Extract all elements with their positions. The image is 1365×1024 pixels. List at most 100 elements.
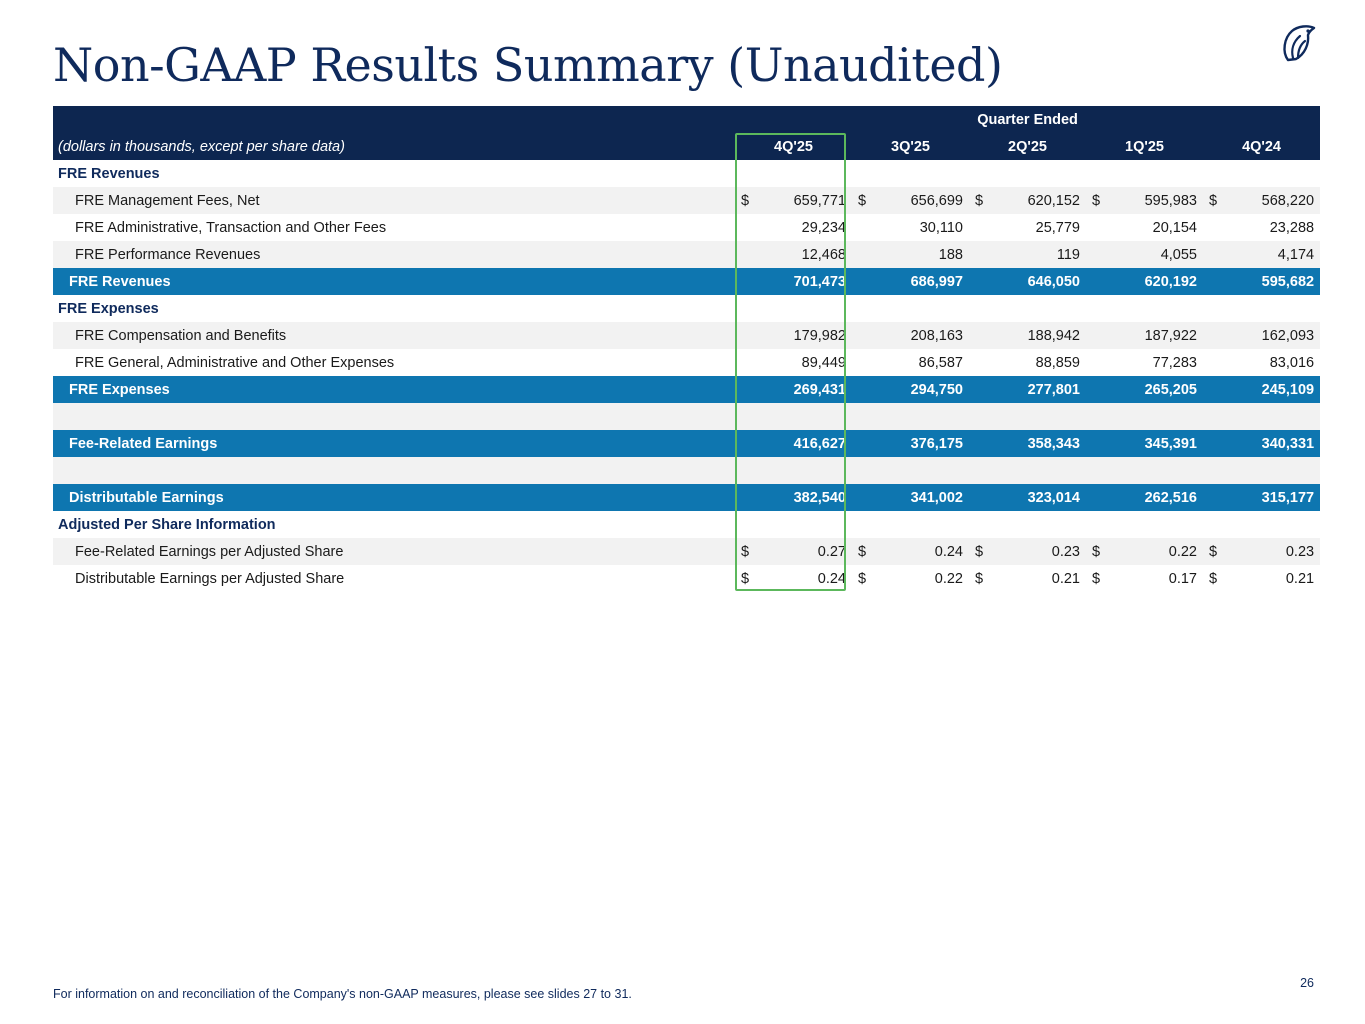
row-label: Adjusted Per Share Information: [53, 511, 735, 538]
column-header: 1Q'25: [1086, 133, 1203, 160]
column-header: 4Q'25: [735, 133, 852, 160]
currency-symbol: $: [1203, 187, 1223, 214]
cell-value: 0.21: [1223, 565, 1321, 592]
currency-symbol: $: [1086, 565, 1106, 592]
currency-symbol: [1086, 295, 1106, 322]
currency-symbol: [1086, 511, 1106, 538]
cell-value: 23,288: [1223, 214, 1321, 241]
cell-value: 86,587: [872, 349, 969, 376]
currency-symbol: $: [1203, 565, 1223, 592]
currency-symbol: [852, 457, 872, 484]
table-row: FRE General, Administrative and Other Ex…: [53, 349, 1321, 376]
currency-symbol: [735, 511, 755, 538]
currency-symbol: [969, 295, 989, 322]
cell-value: [1223, 160, 1321, 187]
table-row: Fee-Related Earnings per Adjusted Share $…: [53, 538, 1321, 565]
currency-symbol: $: [852, 565, 872, 592]
cell-value: 77,283: [1106, 349, 1203, 376]
currency-symbol: $: [852, 187, 872, 214]
cell-value: [989, 160, 1086, 187]
cell-value: 0.21: [989, 565, 1086, 592]
bird-logo-icon: [1283, 25, 1316, 62]
page-number: 26: [1300, 976, 1314, 990]
header-row-group: Quarter Ended: [53, 106, 1321, 133]
table-row: FRE Administrative, Transaction and Othe…: [53, 214, 1321, 241]
cell-value: 83,016: [1223, 349, 1321, 376]
currency-symbol: [1203, 268, 1223, 295]
row-label: Fee-Related Earnings: [53, 430, 735, 457]
section-header-row: FRE Revenues: [53, 160, 1321, 187]
cell-value: 0.24: [872, 538, 969, 565]
cell-value: 4,055: [1106, 241, 1203, 268]
spacer-row: [53, 457, 1321, 484]
cell-value: 20,154: [1106, 214, 1203, 241]
cell-value: [755, 295, 852, 322]
cell-value: [1106, 511, 1203, 538]
row-label: FRE Expenses: [53, 295, 735, 322]
currency-symbol: [1203, 295, 1223, 322]
currency-symbol: [969, 214, 989, 241]
currency-symbol: [969, 268, 989, 295]
cell-value: 686,997: [872, 268, 969, 295]
currency-symbol: [969, 484, 989, 511]
row-label: FRE General, Administrative and Other Ex…: [53, 349, 735, 376]
currency-symbol: [1086, 349, 1106, 376]
currency-symbol: [969, 241, 989, 268]
currency-symbol: [969, 403, 989, 430]
cell-value: 620,152: [989, 187, 1086, 214]
table-row: FRE Compensation and Benefits 179,982 208,…: [53, 322, 1321, 349]
cell-value: 4,174: [1223, 241, 1321, 268]
currency-symbol: [852, 376, 872, 403]
currency-symbol: [969, 511, 989, 538]
cell-value: 620,192: [1106, 268, 1203, 295]
cell-value: 701,473: [755, 268, 852, 295]
currency-symbol: [969, 160, 989, 187]
currency-symbol: [735, 268, 755, 295]
currency-symbol: [852, 214, 872, 241]
cell-value: 265,205: [1106, 376, 1203, 403]
cell-value: 277,801: [989, 376, 1086, 403]
currency-symbol: [1203, 349, 1223, 376]
currency-symbol: [735, 295, 755, 322]
cell-value: [872, 457, 969, 484]
cell-value: 187,922: [1106, 322, 1203, 349]
cell-value: [1106, 457, 1203, 484]
currency-symbol: [735, 403, 755, 430]
row-label: FRE Management Fees, Net: [53, 187, 735, 214]
currency-symbol: [735, 214, 755, 241]
currency-symbol: [1086, 241, 1106, 268]
currency-symbol: [1086, 484, 1106, 511]
row-label: [53, 403, 735, 430]
quarter-ended-header: Quarter Ended: [735, 106, 1321, 133]
cell-value: [755, 511, 852, 538]
cell-value: 208,163: [872, 322, 969, 349]
cell-value: 358,343: [989, 430, 1086, 457]
currency-symbol: $: [735, 538, 755, 565]
currency-symbol: $: [852, 538, 872, 565]
currency-symbol: [1203, 511, 1223, 538]
currency-symbol: $: [1203, 538, 1223, 565]
currency-symbol: [1086, 214, 1106, 241]
table-row: Distributable Earnings per Adjusted Shar…: [53, 565, 1321, 592]
cell-value: 382,540: [755, 484, 852, 511]
cell-value: 188,942: [989, 322, 1086, 349]
cell-value: [1223, 295, 1321, 322]
row-label: Fee-Related Earnings per Adjusted Share: [53, 538, 735, 565]
total-row: FRE Revenues 701,473 686,997 646,050 620,192…: [53, 268, 1321, 295]
cell-value: [989, 295, 1086, 322]
cell-value: 656,699: [872, 187, 969, 214]
currency-symbol: [1203, 403, 1223, 430]
footnote: For information on and reconciliation of…: [53, 987, 632, 1001]
currency-symbol: [1203, 430, 1223, 457]
currency-symbol: [735, 160, 755, 187]
currency-symbol: [1203, 457, 1223, 484]
cell-value: [1223, 457, 1321, 484]
currency-symbol: [735, 430, 755, 457]
row-label: Distributable Earnings: [53, 484, 735, 511]
cell-value: 29,234: [755, 214, 852, 241]
currency-symbol: [1086, 403, 1106, 430]
cell-value: [1223, 403, 1321, 430]
cell-value: 0.23: [989, 538, 1086, 565]
cell-value: 0.24: [755, 565, 852, 592]
currency-symbol: [969, 457, 989, 484]
